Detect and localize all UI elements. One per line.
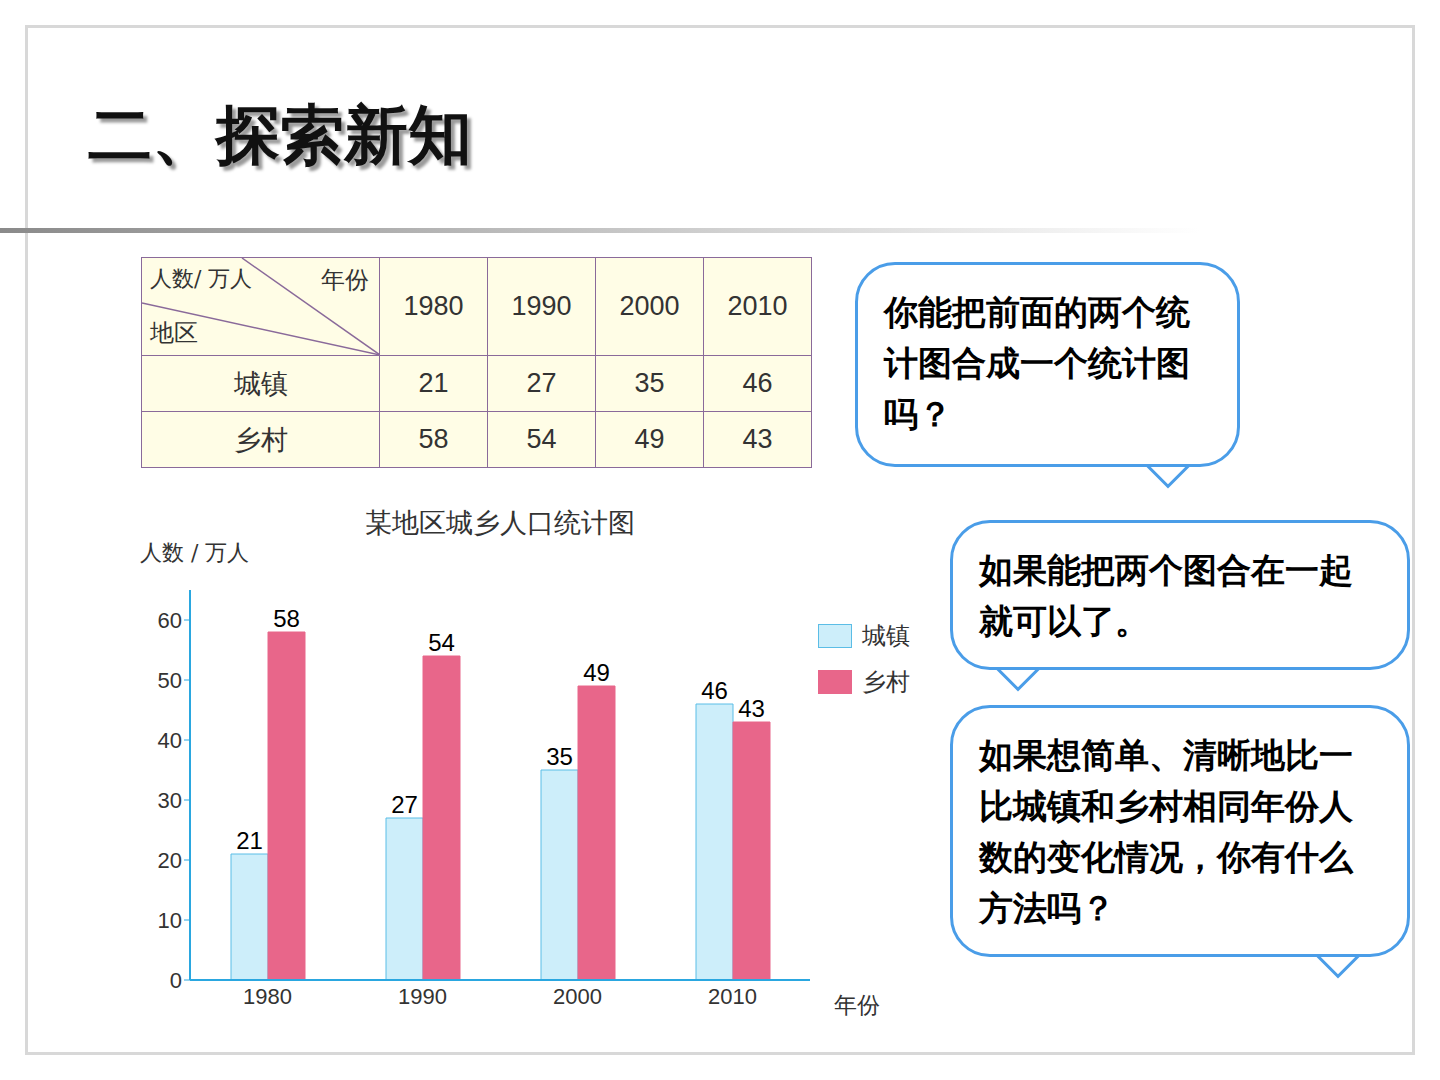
html-text:2000: 2000 <box>619 291 680 321</box>
html-text:人数/ 万人: 人数/ 万人 <box>150 266 253 291</box>
html-text:43: 43 <box>742 424 773 454</box>
svg-text:10: 10 <box>158 908 182 933</box>
svg-text:49: 49 <box>583 659 610 686</box>
svg-text:1990: 1990 <box>398 984 447 1009</box>
html-text:58: 58 <box>418 424 449 454</box>
html-text:某地区城乡人口统计图: 某地区城乡人口统计图 <box>365 507 635 538</box>
html-text:你能把前面的两个统计图合成一个统计图吗？: 你能把前面的两个统计图合成一个统计图吗？ <box>884 292 1190 434</box>
html-text:年份: 年份 <box>834 992 880 1018</box>
html-text:如果能把两个图合在一起就可以了。: 如果能把两个图合在一起就可以了。 <box>979 550 1353 641</box>
html-text:地区: 地区 <box>150 319 198 347</box>
html-text:二、探索新知: 二、探索新知 <box>88 98 472 172</box>
html-text:46: 46 <box>742 368 773 398</box>
svg-text:35: 35 <box>546 743 573 770</box>
html-text:如果想简单、清晰地比一比城镇和乡村相同年份人数的变化情况，你: 如果想简单、清晰地比一比城镇和乡村相同年份人数的变化情况，你有什么方法吗？ <box>979 735 1353 928</box>
html-text:城镇: 城镇 <box>233 367 288 399</box>
svg-text:21: 21 <box>236 827 263 854</box>
svg-text:1980: 1980 <box>243 984 292 1009</box>
svg-text:30: 30 <box>158 788 182 813</box>
svg-text:54: 54 <box>428 629 455 656</box>
svg-text:60: 60 <box>158 608 182 633</box>
svg-text:2010: 2010 <box>708 984 757 1009</box>
html-text:1990: 1990 <box>511 291 572 321</box>
html-text:乡村: 乡村 <box>862 668 910 696</box>
svg-text:2000: 2000 <box>553 984 602 1009</box>
svg-text:43: 43 <box>738 695 765 722</box>
svg-text:50: 50 <box>158 668 182 693</box>
html-text:年份: 年份 <box>321 266 369 294</box>
html-text:2010: 2010 <box>727 291 788 321</box>
svg-text:40: 40 <box>158 728 182 753</box>
svg-text:58: 58 <box>273 605 300 632</box>
svg-text:27: 27 <box>391 791 418 818</box>
html-text:城镇: 城镇 <box>862 622 910 650</box>
html-text:54: 54 <box>526 424 557 454</box>
html-text:49: 49 <box>634 424 665 454</box>
svg-text:20: 20 <box>158 848 182 873</box>
svg-text:0: 0 <box>170 968 182 993</box>
svg-text:46: 46 <box>701 677 728 704</box>
html-text:35: 35 <box>634 368 665 398</box>
html-text:27: 27 <box>526 368 557 398</box>
html-text:乡村: 乡村 <box>233 423 288 455</box>
html-text:人数 / 万人: 人数 / 万人 <box>140 540 250 565</box>
html-text:21: 21 <box>418 368 449 398</box>
html-text:1980: 1980 <box>403 291 464 321</box>
